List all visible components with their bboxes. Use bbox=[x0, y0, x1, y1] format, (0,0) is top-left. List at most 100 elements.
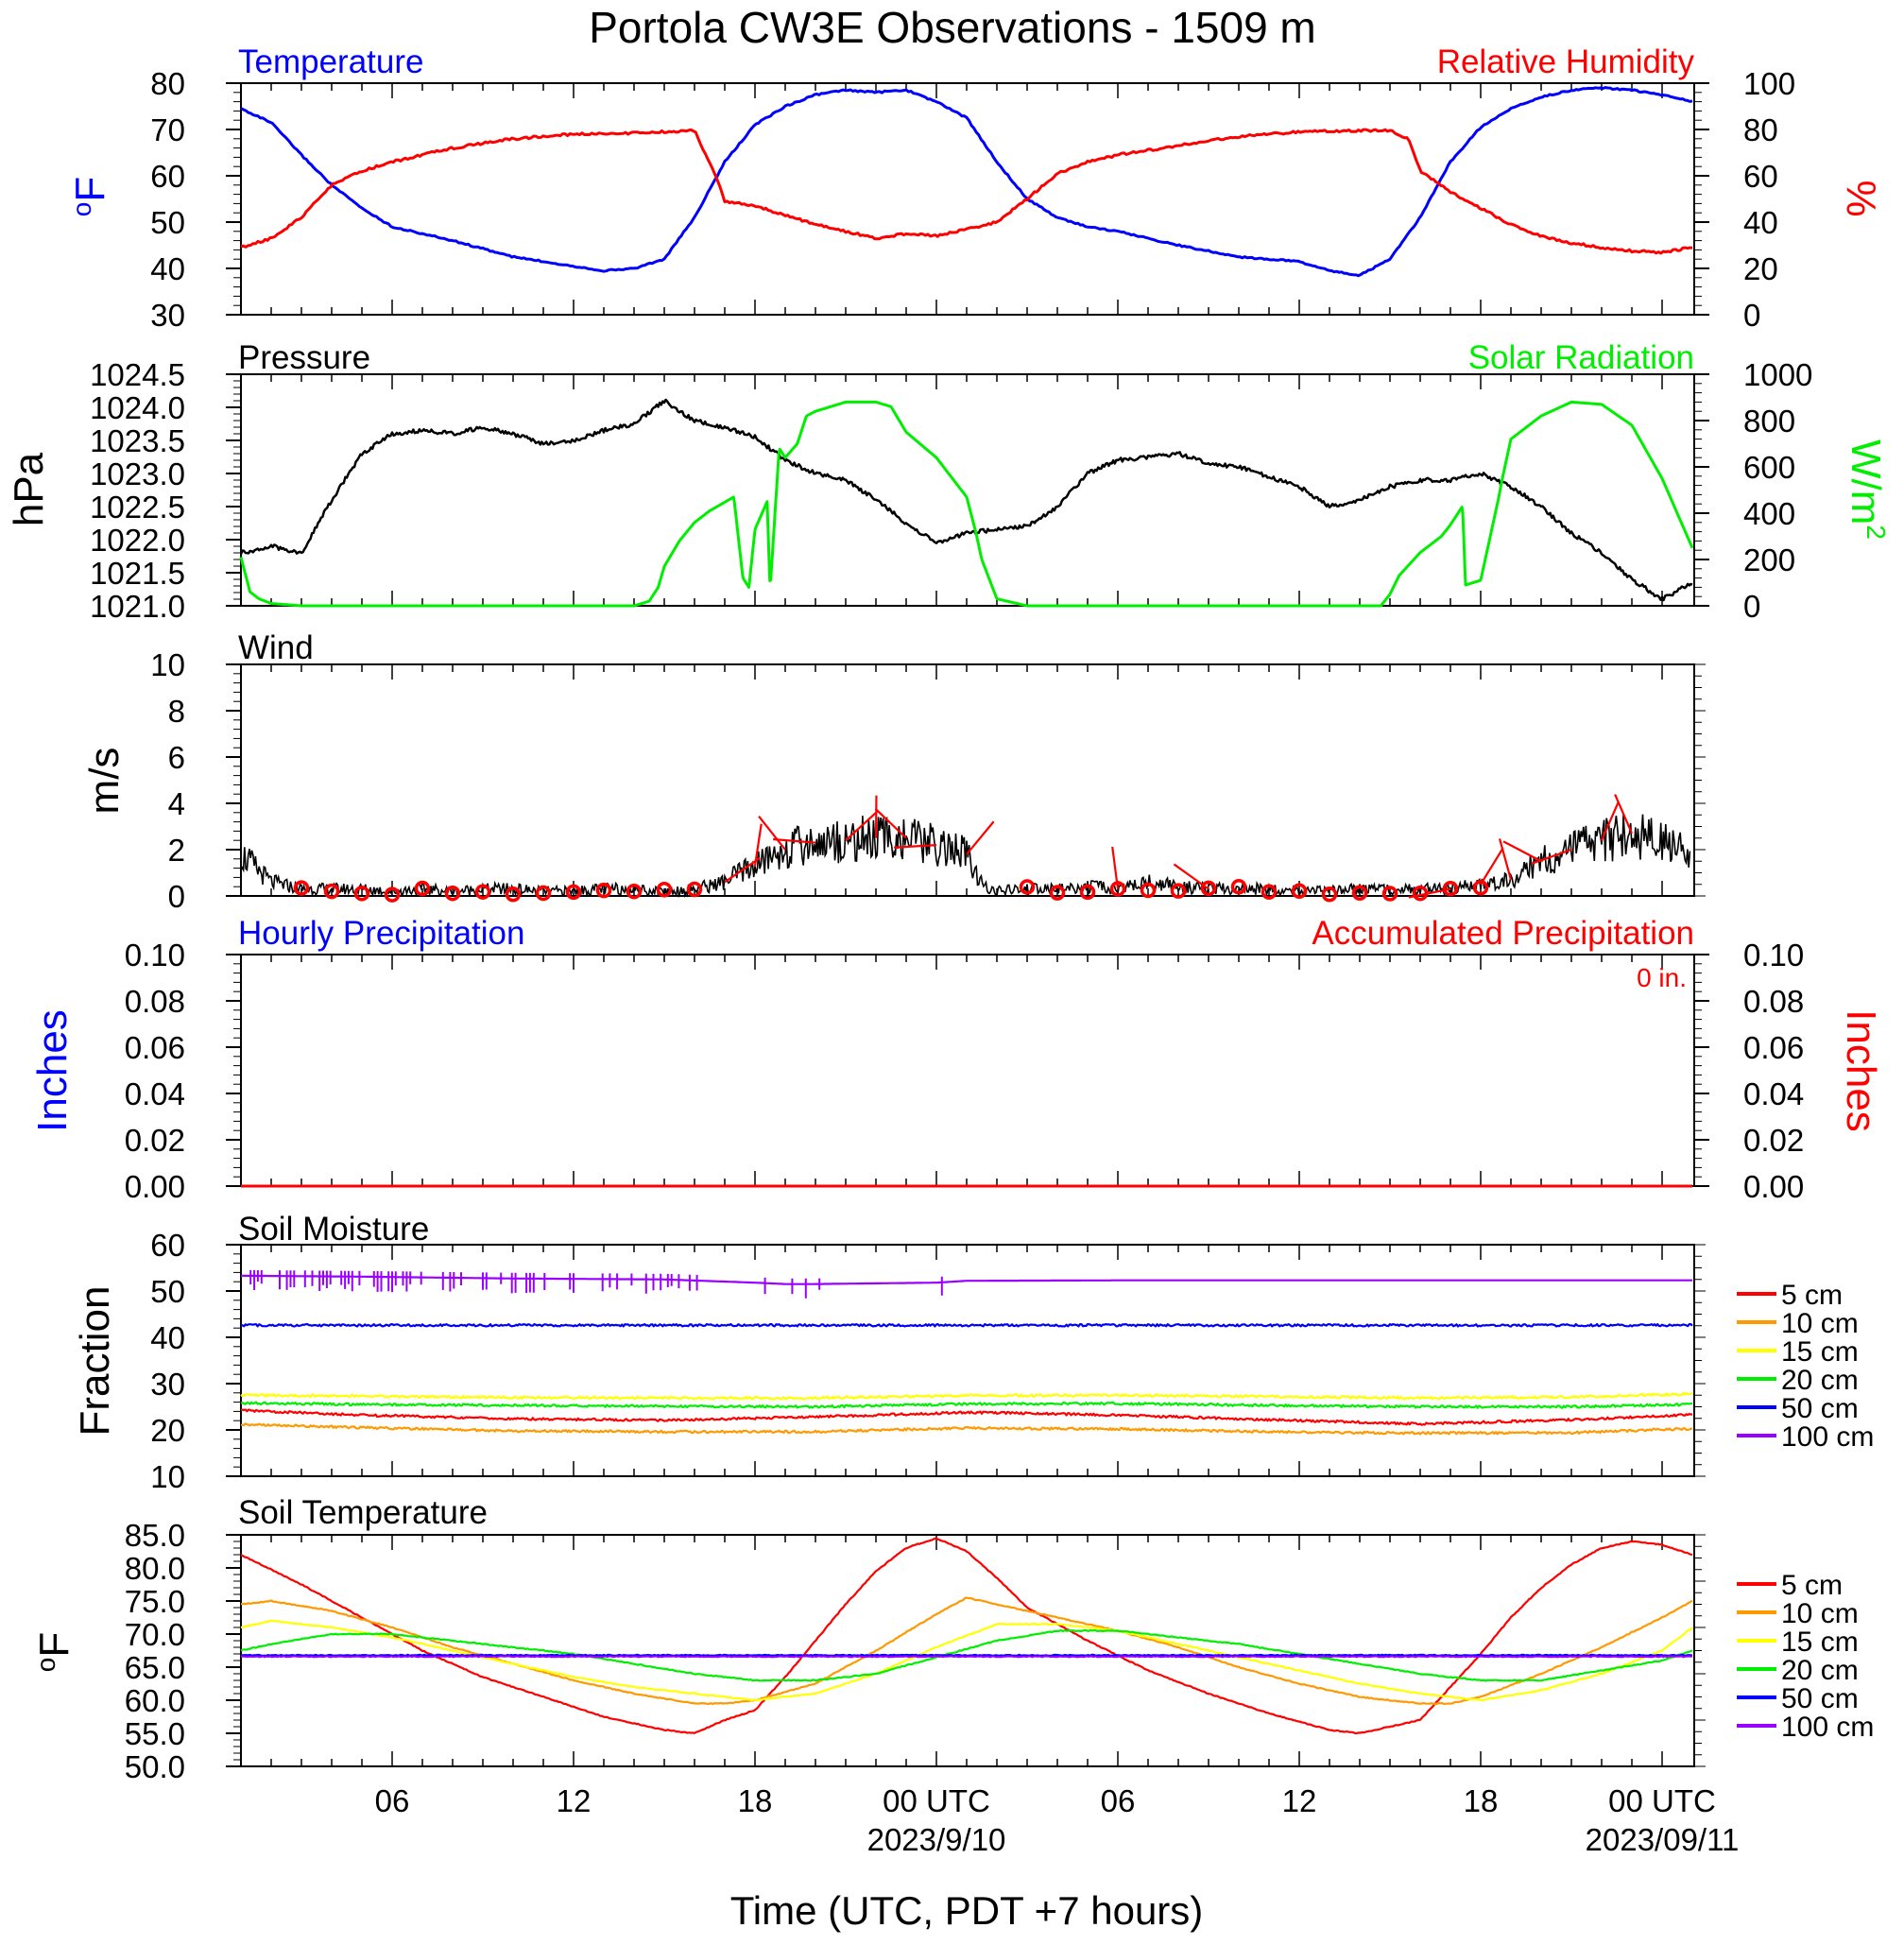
degree-mark: o bbox=[67, 202, 96, 217]
soil-moisture-line bbox=[241, 1410, 1692, 1425]
wind-barb bbox=[759, 817, 785, 850]
y-tick-label-right: 60 bbox=[1743, 159, 1778, 194]
y-tick-label-left: 0.00 bbox=[125, 1169, 185, 1204]
y-tick-label-left: 20 bbox=[150, 1413, 185, 1448]
soil-temperature-legend-label: 5 cm bbox=[1781, 1570, 1843, 1601]
y-tick-label-left: 65.0 bbox=[125, 1650, 185, 1685]
soil-temperature-line bbox=[241, 1598, 1692, 1704]
y-tick-label-left: 50 bbox=[150, 1274, 185, 1309]
y-tick-label-right: 0.10 bbox=[1743, 938, 1804, 972]
soil-temperature-legend-label: 20 cm bbox=[1781, 1655, 1859, 1686]
x-tick-label: 06 bbox=[375, 1783, 410, 1818]
soil-moisture-legend-label: 20 cm bbox=[1781, 1365, 1859, 1396]
soil-moisture-line bbox=[241, 1276, 1692, 1284]
y-tick-label-left: 60 bbox=[150, 159, 185, 194]
soil-temperature-line bbox=[241, 1656, 1692, 1657]
soil-temperature-legend-label: 10 cm bbox=[1781, 1598, 1859, 1629]
x-tick-label: 00 UTC bbox=[1608, 1783, 1716, 1818]
y-tick-label-left: 2 bbox=[168, 833, 185, 868]
y-tick-label-left: 1024.5 bbox=[90, 357, 185, 392]
y-tick-label-right: 0 bbox=[1743, 589, 1760, 624]
wind-barb bbox=[967, 821, 994, 854]
temperature-title: Temperature bbox=[238, 43, 423, 80]
wind-title: Wind bbox=[238, 629, 314, 666]
y-tick-label-left: 0.10 bbox=[125, 938, 185, 972]
humidity-unit-label: % bbox=[1838, 180, 1884, 216]
humidity-line bbox=[241, 129, 1692, 253]
unit-letter: F bbox=[67, 177, 113, 202]
y-tick-label-left: 1021.5 bbox=[90, 556, 185, 591]
wind-line bbox=[241, 815, 1690, 896]
y-tick-label-left: 60 bbox=[150, 1228, 185, 1263]
y-tick-label-right: 20 bbox=[1743, 251, 1778, 286]
soil-moisture-legend-label: 100 cm bbox=[1781, 1421, 1874, 1453]
accum-precip-total: 0 in. bbox=[1637, 963, 1687, 992]
y-tick-label-left: 80.0 bbox=[125, 1551, 185, 1586]
y-tick-label-left: 0.04 bbox=[125, 1076, 185, 1111]
x-tick-label: 18 bbox=[1464, 1783, 1499, 1818]
pressure-title: Pressure bbox=[238, 339, 370, 376]
hourly-precip-unit-label: Inches bbox=[29, 1009, 76, 1132]
y-tick-label-left: 70 bbox=[150, 112, 185, 147]
unit-letter: F bbox=[31, 1632, 77, 1658]
y-tick-label-left: 60.0 bbox=[125, 1683, 185, 1718]
soil-moisture-legend-label: 50 cm bbox=[1781, 1393, 1859, 1424]
panel-frame bbox=[241, 1535, 1694, 1766]
accum-precip-unit-label: Inches bbox=[1838, 1009, 1884, 1132]
y-tick-label-left: 6 bbox=[168, 740, 185, 775]
y-tick-label-left: 50.0 bbox=[125, 1749, 185, 1784]
wind-barb bbox=[1532, 850, 1571, 864]
y-tick-label-left: 1023.0 bbox=[90, 456, 185, 491]
y-tick-label-left: 30 bbox=[150, 1367, 185, 1402]
x-tick-label: 18 bbox=[738, 1783, 773, 1818]
soil-moisture-unit-label: Fraction bbox=[72, 1286, 118, 1437]
y-tick-label-left: 10 bbox=[150, 1459, 185, 1494]
y-tick-label-left: 50 bbox=[150, 205, 185, 240]
y-tick-label-right: 0.00 bbox=[1743, 1169, 1804, 1204]
y-tick-label-left: 8 bbox=[168, 694, 185, 729]
y-tick-label-left: 4 bbox=[168, 786, 185, 821]
y-tick-label-left: 1023.5 bbox=[90, 423, 185, 458]
y-tick-label-left: 85.0 bbox=[125, 1518, 185, 1553]
y-tick-label-right: 0.04 bbox=[1743, 1076, 1804, 1111]
soil-moisture-title: Soil Moisture bbox=[238, 1211, 429, 1248]
y-tick-label-left: 0.08 bbox=[125, 984, 185, 1019]
unit-exponent: 2 bbox=[1861, 525, 1891, 540]
soil-moisture-legend-label: 10 cm bbox=[1781, 1308, 1859, 1339]
y-tick-label-left: 70.0 bbox=[125, 1617, 185, 1652]
chart-title: Portola CW3E Observations - 1509 m bbox=[589, 3, 1316, 52]
y-tick-label-left: 10 bbox=[150, 647, 185, 682]
y-tick-label-left: 0.06 bbox=[125, 1030, 185, 1065]
soil-temperature-title: Soil Temperature bbox=[238, 1494, 488, 1531]
pressure-unit-label: hPa bbox=[6, 452, 52, 526]
x-tick-label: 06 bbox=[1101, 1783, 1136, 1818]
y-tick-label-left: 55.0 bbox=[125, 1716, 185, 1751]
wind-barb bbox=[1503, 841, 1541, 861]
y-tick-label-right: 200 bbox=[1743, 542, 1795, 577]
soil-temperature-legend-label: 50 cm bbox=[1781, 1683, 1859, 1714]
panel-frame bbox=[241, 664, 1694, 896]
soil-moisture-line bbox=[241, 1423, 1692, 1434]
y-tick-label-right: 600 bbox=[1743, 450, 1795, 485]
x-tick-label: 12 bbox=[557, 1783, 592, 1818]
wind-unit-label: m/s bbox=[81, 748, 128, 815]
y-tick-label-left: 40 bbox=[150, 251, 185, 286]
y-tick-label-right: 1000 bbox=[1743, 357, 1812, 392]
soil-moisture-legend-label: 5 cm bbox=[1781, 1280, 1843, 1311]
degree-mark: o bbox=[31, 1658, 60, 1673]
x-date-label: 2023/09/11 bbox=[1586, 1822, 1740, 1857]
y-tick-label-left: 0 bbox=[168, 879, 185, 914]
hourly-precip-title: Hourly Precipitation bbox=[238, 915, 524, 952]
soil-temperature-legend-label: 15 cm bbox=[1781, 1627, 1859, 1658]
y-tick-label-left: 1024.0 bbox=[90, 390, 185, 425]
y-tick-label-left: 1022.5 bbox=[90, 490, 185, 525]
accum-precip-title: Accumulated Precipitation bbox=[1312, 915, 1694, 952]
y-tick-label-left: 30 bbox=[150, 298, 185, 333]
solar-unit-label: W/m2 bbox=[1843, 439, 1891, 540]
solar-title: Solar Radiation bbox=[1468, 339, 1694, 376]
y-tick-label-right: 0.06 bbox=[1743, 1030, 1804, 1065]
y-tick-label-right: 0.02 bbox=[1743, 1123, 1804, 1158]
solar-line bbox=[241, 402, 1692, 606]
